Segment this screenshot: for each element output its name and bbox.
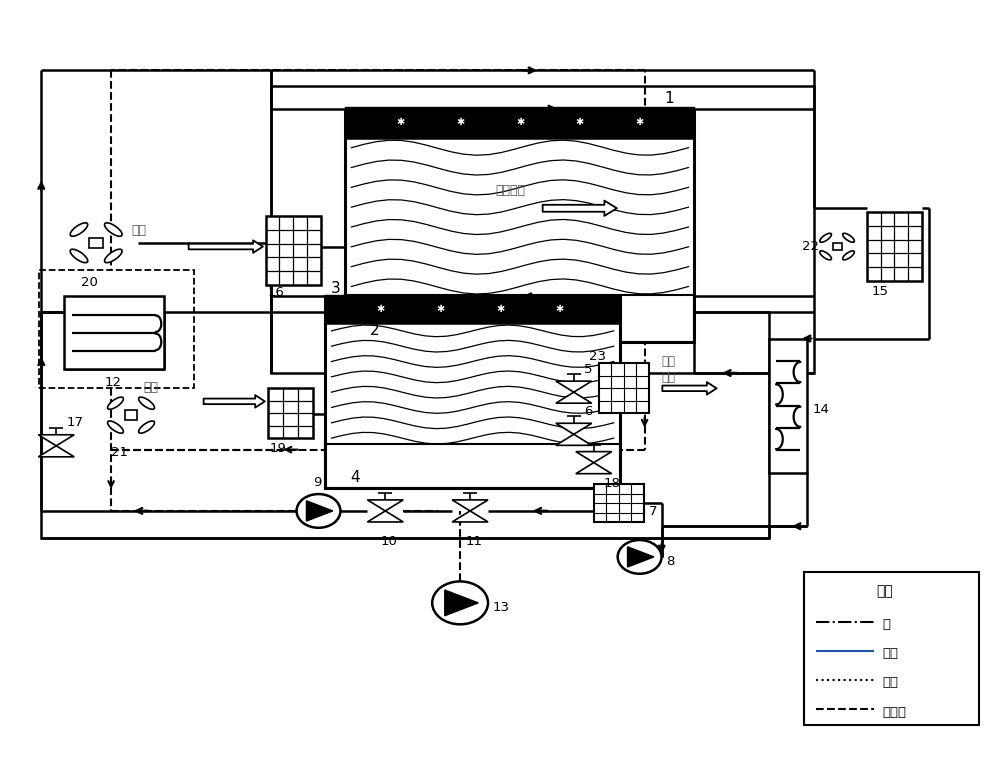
- Ellipse shape: [108, 421, 123, 433]
- Polygon shape: [367, 500, 403, 511]
- Text: 23: 23: [589, 350, 606, 363]
- Bar: [64, 296, 164, 369]
- Polygon shape: [576, 451, 612, 463]
- Bar: [804, 572, 979, 725]
- Text: ✱: ✱: [496, 305, 504, 315]
- Text: 图例: 图例: [876, 584, 893, 598]
- Text: 4: 4: [350, 470, 360, 484]
- Polygon shape: [452, 511, 488, 522]
- Text: 12: 12: [104, 376, 121, 389]
- Ellipse shape: [70, 223, 88, 236]
- Text: 20: 20: [81, 276, 98, 289]
- Bar: [833, 243, 842, 250]
- Bar: [325, 295, 620, 323]
- Bar: [41, 311, 769, 538]
- Text: 18: 18: [604, 478, 621, 491]
- Ellipse shape: [820, 251, 831, 260]
- Bar: [599, 364, 649, 413]
- Bar: [345, 107, 694, 138]
- Polygon shape: [556, 381, 592, 392]
- Text: 21: 21: [111, 446, 128, 459]
- Polygon shape: [556, 423, 592, 434]
- Text: ✱: ✱: [576, 118, 584, 128]
- Polygon shape: [452, 500, 488, 511]
- Bar: [266, 216, 321, 285]
- Text: 3: 3: [330, 281, 340, 295]
- Text: 10: 10: [380, 535, 397, 548]
- Text: 水: 水: [882, 618, 890, 631]
- Text: 16: 16: [268, 286, 285, 299]
- Bar: [345, 138, 694, 296]
- Bar: [271, 85, 814, 373]
- Bar: [325, 323, 620, 446]
- Ellipse shape: [843, 251, 854, 260]
- Ellipse shape: [105, 249, 122, 263]
- Text: 空气: 空气: [882, 677, 898, 689]
- Text: 仓内: 仓内: [662, 355, 676, 368]
- Text: 13: 13: [493, 601, 510, 614]
- Bar: [867, 212, 922, 281]
- Circle shape: [618, 540, 662, 574]
- Text: 5: 5: [584, 363, 592, 376]
- Bar: [345, 295, 694, 342]
- Ellipse shape: [139, 397, 155, 409]
- Polygon shape: [576, 463, 612, 474]
- Text: 排至大气: 排至大气: [495, 185, 525, 198]
- Circle shape: [432, 581, 488, 624]
- Text: 9: 9: [314, 477, 322, 489]
- Polygon shape: [38, 434, 74, 446]
- Text: 14: 14: [812, 403, 829, 416]
- Ellipse shape: [139, 421, 155, 433]
- Bar: [345, 108, 694, 342]
- Polygon shape: [367, 511, 403, 522]
- Ellipse shape: [70, 249, 88, 263]
- Bar: [594, 484, 644, 522]
- Ellipse shape: [105, 223, 122, 236]
- Text: 2: 2: [370, 323, 380, 338]
- Text: ✱: ✱: [636, 118, 644, 128]
- Polygon shape: [556, 434, 592, 445]
- Text: 15: 15: [872, 285, 889, 298]
- Polygon shape: [556, 392, 592, 403]
- Text: ✱: ✱: [436, 305, 444, 315]
- Ellipse shape: [843, 233, 854, 242]
- Bar: [325, 444, 620, 488]
- Ellipse shape: [108, 397, 123, 409]
- Bar: [268, 388, 313, 438]
- Bar: [89, 238, 103, 248]
- Text: 新风: 新风: [131, 225, 146, 238]
- Text: 8: 8: [667, 554, 675, 568]
- Text: ✱: ✱: [556, 305, 564, 315]
- Text: 19: 19: [270, 442, 287, 455]
- Text: 6: 6: [584, 405, 592, 418]
- Text: ✱: ✱: [516, 118, 524, 128]
- Ellipse shape: [820, 233, 831, 242]
- Bar: [325, 296, 620, 488]
- Text: ✱: ✱: [376, 305, 384, 315]
- Polygon shape: [445, 590, 478, 616]
- Bar: [39, 270, 194, 388]
- Polygon shape: [628, 547, 654, 567]
- Text: 新风: 新风: [143, 381, 158, 394]
- Text: 送风: 送风: [662, 371, 676, 384]
- Text: 溶液: 溶液: [882, 647, 898, 661]
- Text: 11: 11: [465, 535, 482, 548]
- Polygon shape: [306, 501, 333, 521]
- Bar: [125, 411, 137, 420]
- Text: 1: 1: [665, 91, 674, 105]
- Text: ✱: ✱: [396, 118, 404, 128]
- Text: ✱: ✱: [456, 118, 464, 128]
- Bar: [769, 338, 807, 473]
- Polygon shape: [38, 446, 74, 457]
- Text: 制冷剂: 制冷剂: [882, 705, 906, 718]
- Text: 22: 22: [802, 241, 819, 254]
- Text: 17: 17: [66, 417, 83, 430]
- Text: 7: 7: [649, 504, 657, 518]
- Circle shape: [297, 494, 340, 528]
